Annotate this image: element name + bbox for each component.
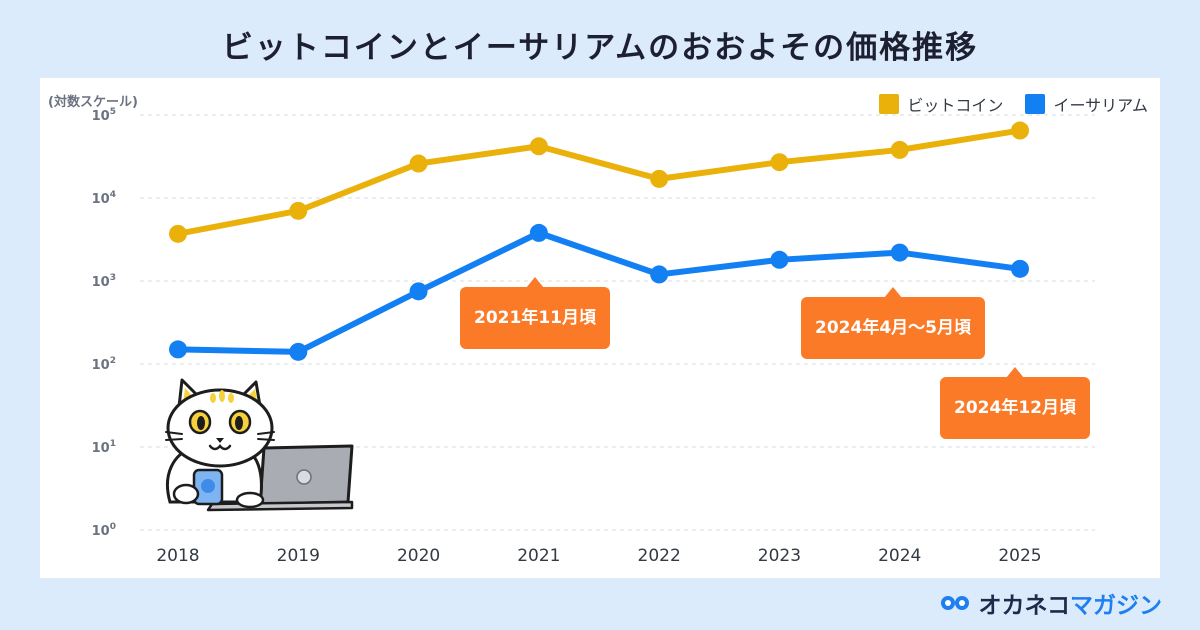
series-line-1: [175, 229, 1023, 355]
data-point-1: [529, 223, 548, 242]
page-title: ビットコインとイーサリアムのおおよその価格推移: [221, 30, 979, 66]
x-tick-label: 2020: [397, 546, 440, 566]
legend-swatch-ethereum: [1025, 94, 1046, 114]
legend-item-ethereum[interactable]: イーサリアム: [1025, 92, 1148, 116]
callout-text: 2024年4月〜5月頃: [815, 318, 971, 338]
brand-logo: オカネコ マガジン: [940, 586, 1162, 620]
data-point-0: [529, 137, 548, 156]
data-point-0: [1011, 121, 1029, 140]
data-point-1: [409, 282, 428, 301]
x-tick-label: 2023: [758, 546, 801, 566]
legend-label-bitcoin: ビットコイン: [907, 96, 1004, 115]
brand-name-part2: マガジン: [1070, 593, 1162, 619]
y-tick-label: 103: [92, 273, 116, 290]
line-chart: (対数スケール) 100 101 102 103 104 105 2018 2019 2020 20…: [48, 94, 1095, 566]
brand-name-part1: オカネコ: [978, 593, 1070, 619]
x-tick-label: 2022: [638, 546, 681, 566]
x-tick-label: 2021: [517, 546, 560, 566]
legend-label-ethereum: イーサリアム: [1053, 96, 1148, 115]
y-scale-note: (対数スケール): [48, 94, 138, 110]
data-point-0: [650, 169, 669, 188]
data-point-0: [770, 153, 789, 172]
x-tick-label: 2025: [998, 546, 1041, 566]
y-tick-label: 105: [92, 107, 116, 124]
x-tick-label: 2019: [277, 546, 320, 566]
data-point-0: [169, 224, 187, 243]
data-point-1: [169, 340, 187, 359]
data-point-0: [890, 140, 909, 159]
data-point-1: [890, 243, 909, 262]
chart-legend: ビットコイン イーサリアム: [857, 92, 1148, 116]
callout-text: 2021年11月頃: [474, 308, 596, 328]
callout-2024-apr-may: 2024年4月〜5月頃: [801, 287, 985, 359]
data-point-1: [289, 342, 308, 361]
x-tick-label: 2018: [156, 546, 199, 566]
legend-swatch-bitcoin: [879, 94, 900, 114]
y-tick-label: 100: [92, 522, 116, 539]
data-point-1: [1011, 259, 1029, 278]
data-point-1: [650, 265, 669, 284]
brand-mark-icon: [941, 596, 970, 610]
cat-with-laptop-illustration: [165, 378, 354, 512]
series-line-0: [175, 127, 1023, 237]
callout-2021-nov: 2021年11月頃: [460, 277, 610, 349]
data-point-0: [289, 201, 308, 220]
x-tick-label: 2024: [878, 546, 921, 566]
y-tick-label: 102: [92, 356, 116, 373]
callout-2024-dec: 2024年12月頃: [940, 367, 1090, 439]
data-point-1: [770, 250, 789, 269]
data-point-0: [409, 154, 428, 173]
y-tick-label: 101: [92, 439, 116, 456]
legend-item-bitcoin[interactable]: ビットコイン: [879, 92, 1003, 116]
callout-text: 2024年12月頃: [954, 398, 1076, 418]
chart-panel: (対数スケール) 100 101 102 103 104 105 2018 2019 2020 20…: [40, 78, 1160, 578]
y-tick-label: 104: [92, 190, 116, 207]
